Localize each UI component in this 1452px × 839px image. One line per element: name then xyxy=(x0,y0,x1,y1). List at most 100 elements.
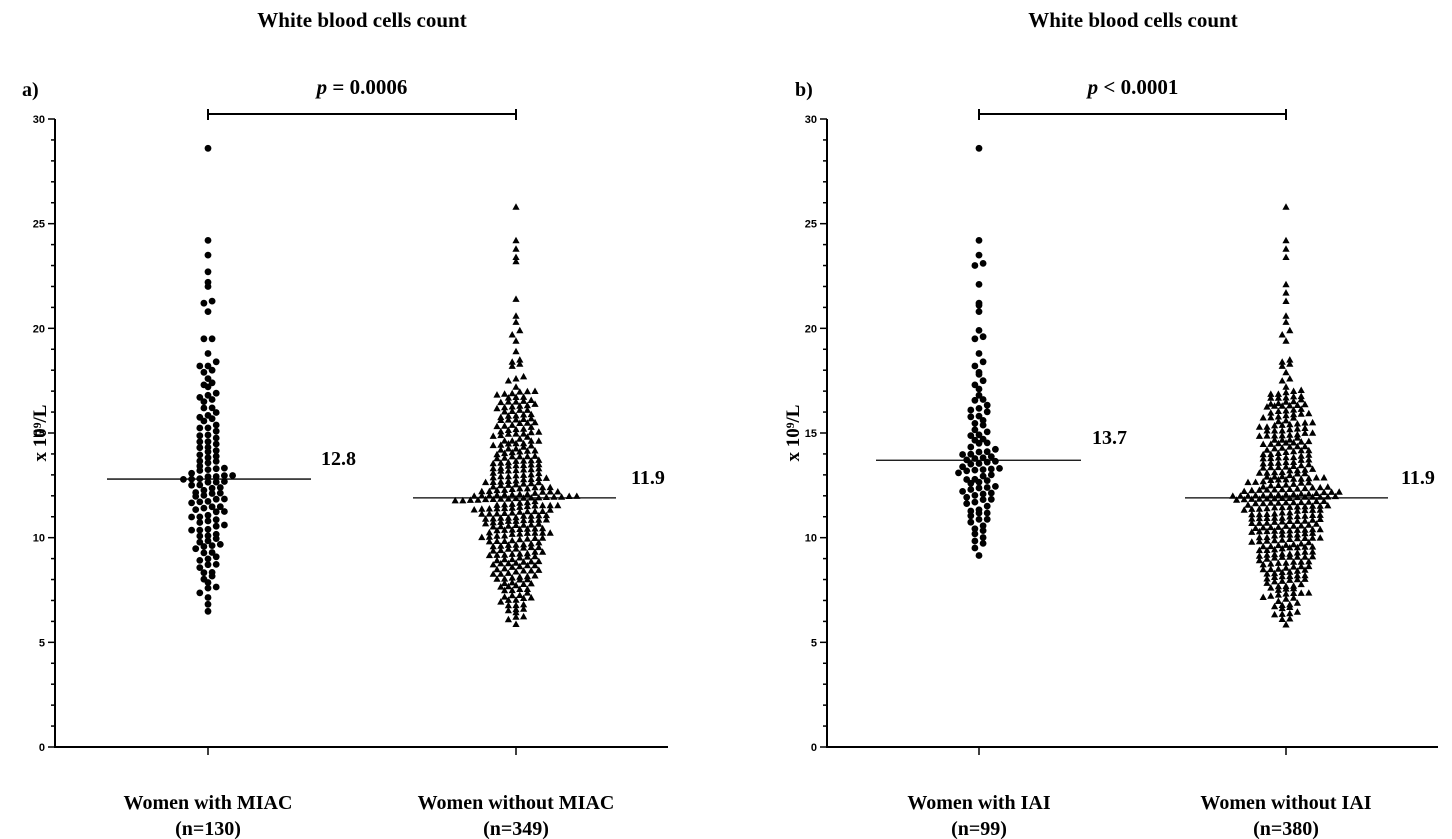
data-point xyxy=(1267,476,1275,483)
data-point xyxy=(1293,507,1301,514)
data-point xyxy=(971,396,979,404)
data-point xyxy=(979,435,987,443)
data-point xyxy=(208,569,216,576)
data-point xyxy=(497,431,505,439)
data-point xyxy=(539,488,547,495)
data-point xyxy=(485,551,493,559)
data-point xyxy=(493,486,501,494)
data-point xyxy=(508,358,516,365)
data-point xyxy=(1286,508,1294,516)
data-point xyxy=(1286,576,1294,583)
data-point xyxy=(1309,465,1317,472)
y-tick-label: 15 xyxy=(33,428,45,440)
data-point xyxy=(1282,595,1290,602)
data-point xyxy=(1267,459,1275,466)
y-tick-label: 15 xyxy=(805,428,817,440)
data-point xyxy=(535,566,543,573)
data-point xyxy=(1305,451,1313,458)
data-point xyxy=(1305,562,1313,570)
data-point xyxy=(208,484,216,492)
data-point xyxy=(497,459,505,466)
p-value-text: < 0.0001 xyxy=(1098,75,1178,99)
data-point xyxy=(489,464,497,472)
data-point xyxy=(216,503,224,511)
data-point xyxy=(489,495,497,502)
data-point xyxy=(1297,410,1305,417)
data-point xyxy=(1255,423,1263,430)
data-point xyxy=(200,335,208,343)
data-point xyxy=(1297,479,1305,486)
data-point xyxy=(1282,253,1290,260)
data-point xyxy=(1301,466,1309,473)
median-label: 11.9 xyxy=(631,467,665,489)
data-point xyxy=(497,514,505,521)
data-point xyxy=(531,400,539,407)
data-point xyxy=(501,575,509,582)
data-point xyxy=(200,404,208,412)
data-point xyxy=(1297,558,1305,565)
data-point xyxy=(512,245,520,252)
data-point xyxy=(531,534,539,541)
data-point xyxy=(1297,452,1305,459)
data-point xyxy=(512,568,520,575)
chart-title: White blood cells count xyxy=(1028,8,1237,32)
data-point xyxy=(1274,565,1282,572)
data-point xyxy=(493,575,501,582)
data-point xyxy=(1290,410,1298,418)
y-tick-label: 30 xyxy=(33,114,45,126)
data-point xyxy=(204,555,212,563)
data-point xyxy=(992,445,999,453)
data-point xyxy=(1271,545,1279,553)
data-point xyxy=(508,490,516,498)
data-point xyxy=(516,484,524,492)
data-point xyxy=(955,469,962,477)
data-point xyxy=(196,394,204,401)
y-axis-label: x 10⁹/L xyxy=(30,405,51,462)
data-point xyxy=(520,425,528,432)
data-point xyxy=(204,607,212,615)
data-point xyxy=(212,452,220,460)
data-point xyxy=(975,412,983,420)
data-point xyxy=(512,398,520,405)
data-point xyxy=(971,426,979,434)
data-point xyxy=(975,350,983,357)
data-point xyxy=(539,534,547,541)
data-point xyxy=(527,594,535,601)
data-point xyxy=(1290,462,1298,469)
data-point xyxy=(523,452,531,460)
data-point xyxy=(967,450,975,458)
data-point xyxy=(1259,542,1267,550)
data-point xyxy=(1278,444,1286,451)
data-point xyxy=(482,519,490,527)
data-point xyxy=(489,523,497,530)
data-point xyxy=(975,552,983,559)
data-point xyxy=(1255,519,1263,526)
data-point xyxy=(1309,516,1317,523)
data-point xyxy=(1282,203,1290,210)
data-point xyxy=(196,413,204,421)
data-point xyxy=(516,499,524,506)
data-point xyxy=(196,432,204,440)
data-point xyxy=(512,581,520,589)
data-point xyxy=(1286,572,1294,580)
data-point xyxy=(967,486,975,493)
data-point xyxy=(504,398,512,405)
data-point xyxy=(1282,475,1290,483)
data-point xyxy=(204,308,212,315)
data-point xyxy=(1274,463,1282,471)
data-point xyxy=(971,537,979,545)
data-point xyxy=(1309,529,1317,536)
data-point xyxy=(1316,534,1324,541)
data-point xyxy=(1271,444,1279,452)
data-point xyxy=(1267,454,1275,462)
data-point xyxy=(508,331,516,338)
data-point xyxy=(1267,413,1275,421)
data-point xyxy=(1248,505,1256,512)
data-point xyxy=(546,488,554,495)
data-point xyxy=(1263,510,1271,517)
data-point xyxy=(983,509,991,517)
data-point xyxy=(1290,387,1298,394)
data-point xyxy=(1278,436,1286,443)
data-point xyxy=(1263,519,1271,526)
data-point xyxy=(1290,439,1298,446)
